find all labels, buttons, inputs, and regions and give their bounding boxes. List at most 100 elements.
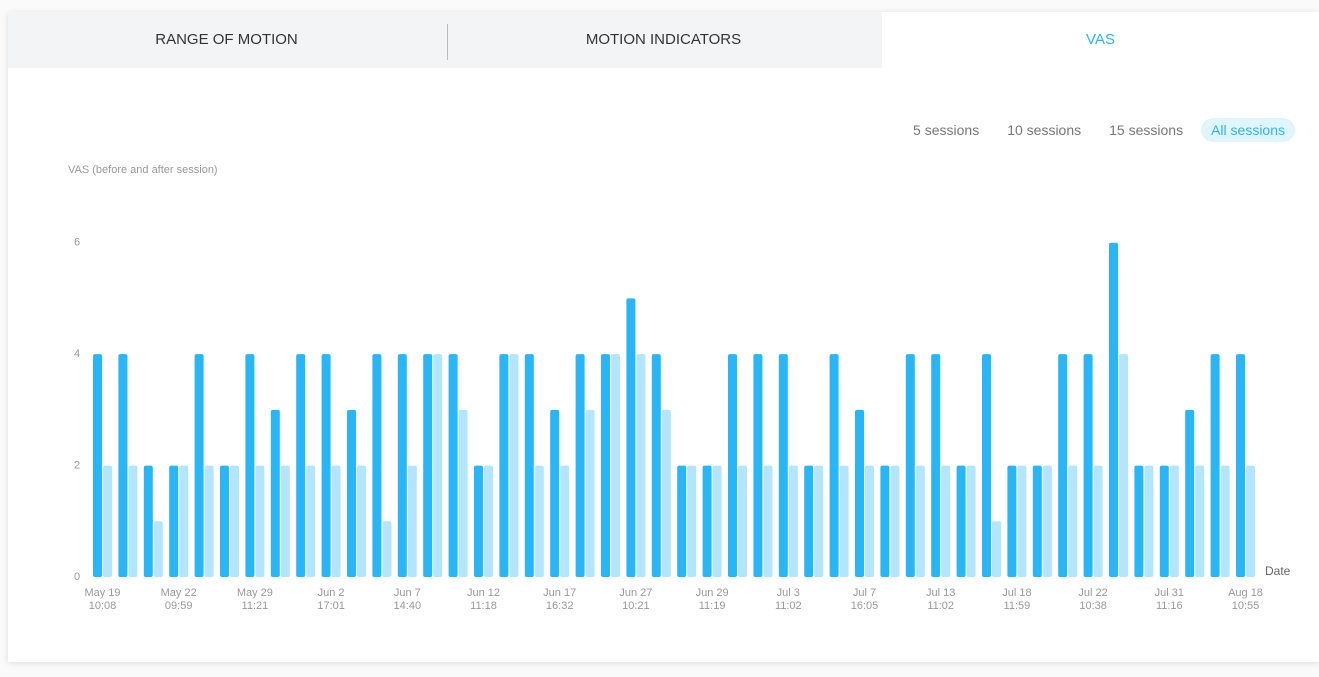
bar [982, 354, 991, 577]
session-filter[interactable]: All sessions [1201, 118, 1295, 142]
x-tick-label: May 22 09:59 [160, 587, 197, 612]
bar [458, 409, 468, 577]
bar [931, 354, 941, 577]
bar [1042, 465, 1052, 577]
bar [433, 354, 443, 577]
x-tick-label: Jul 3 11:02 [774, 587, 802, 612]
bar [753, 354, 763, 577]
bar [636, 354, 646, 577]
tab-separator [447, 24, 448, 60]
bar [270, 409, 280, 577]
bar [220, 465, 229, 577]
bar [585, 409, 595, 577]
bar [738, 465, 747, 577]
bar [1169, 465, 1179, 577]
bar [626, 298, 636, 577]
chart: VAS (before and after session) Date 0 2 4 6 [68, 164, 1291, 583]
tab[interactable]: VAS [882, 12, 1319, 68]
bar [880, 465, 890, 577]
tabs: RANGE OF MOTION MOTION INDICATORS VAS [8, 12, 1319, 68]
bar [347, 409, 356, 577]
bar [153, 521, 163, 577]
tab[interactable]: MOTION INDICATORS [445, 12, 882, 68]
session-filters: 5 sessions 10 sessions 15 sessions All sess… [903, 118, 1295, 142]
bar [661, 409, 671, 577]
bar [423, 354, 433, 577]
bar [372, 354, 382, 577]
bar [143, 465, 153, 577]
x-tick-label: Jun 29 11:19 [695, 587, 729, 612]
bar [601, 354, 610, 577]
bar [778, 354, 788, 577]
bar [1185, 409, 1195, 577]
tab[interactable]: RANGE OF MOTION [8, 12, 445, 68]
x-tick-label: Jul 13 11:02 [926, 587, 956, 612]
bar [763, 465, 773, 577]
bar [484, 465, 493, 577]
bar [296, 354, 306, 577]
y-axis-label: VAS (before and after session) [68, 164, 218, 176]
card: RANGE OF MOTION MOTION INDICATORS VAS 5 se… [8, 12, 1319, 662]
bar [509, 354, 519, 577]
bar [829, 354, 839, 577]
bar [331, 465, 341, 577]
bar [865, 465, 874, 577]
bar [357, 465, 366, 577]
x-tick-label: May 19 10:08 [84, 587, 121, 612]
bar [855, 409, 864, 577]
bar [448, 354, 458, 577]
bar [321, 354, 331, 577]
bar [941, 465, 951, 577]
bar [1083, 354, 1093, 577]
bar [992, 521, 1001, 577]
x-tick-label: Aug 18 10:55 [1228, 587, 1263, 612]
session-filter[interactable]: 10 sessions [1007, 122, 1082, 138]
bar [1032, 465, 1042, 577]
x-tick-label: Jun 27 10:21 [619, 587, 653, 612]
bar [611, 354, 620, 577]
bar [280, 465, 290, 577]
bar [1144, 465, 1154, 577]
bar [560, 465, 570, 577]
bar [966, 465, 976, 577]
bar [788, 465, 798, 577]
bar [245, 354, 255, 577]
bar [651, 354, 661, 577]
bar [956, 465, 966, 577]
bar [1134, 465, 1144, 577]
bar [677, 465, 687, 577]
x-tick-label: Jun 2 17:01 [317, 587, 345, 612]
bar [1210, 354, 1220, 577]
bar [1058, 354, 1068, 577]
bar [1007, 465, 1017, 577]
x-tick-label: Jun 17 16:32 [543, 587, 577, 612]
bar [1246, 465, 1255, 577]
bar [118, 354, 128, 577]
x-tick-label: Jul 7 16:05 [850, 587, 879, 612]
bar [1236, 354, 1245, 577]
bar [103, 465, 112, 577]
bar [814, 465, 824, 577]
bar [550, 409, 560, 577]
x-tick-label: Jul 22 10:38 [1078, 587, 1108, 612]
x-tick-label: Jul 18 11:59 [1002, 587, 1032, 612]
bar [1109, 242, 1118, 577]
bar [128, 465, 138, 577]
bar [839, 465, 849, 577]
bar [407, 465, 417, 577]
bar [382, 521, 392, 577]
bar [255, 465, 265, 577]
bar [1195, 465, 1205, 577]
session-filter[interactable]: 15 sessions [1109, 122, 1184, 138]
bar [1159, 465, 1169, 577]
y-tick-label: 0 [74, 571, 80, 583]
bar [306, 465, 316, 577]
bar [1220, 465, 1230, 577]
bar [524, 354, 534, 577]
y-tick-label: 6 [74, 237, 80, 249]
session-filter[interactable]: 5 sessions [913, 122, 980, 138]
y-tick-label: 2 [74, 459, 80, 471]
x-tick-label: Jun 7 14:40 [393, 587, 422, 612]
x-tick-label: Jun 12 11:18 [466, 587, 501, 612]
